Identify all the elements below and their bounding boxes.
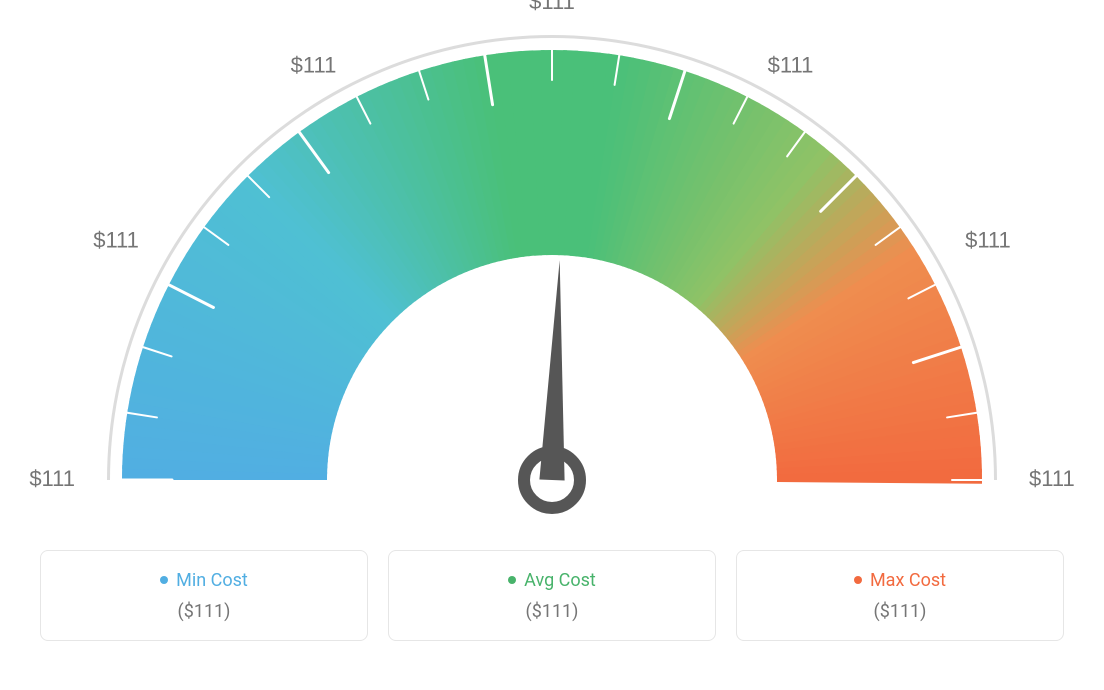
gauge-scale-label: $111 bbox=[1029, 466, 1075, 491]
legend-dot-icon bbox=[854, 576, 862, 584]
legend-value: ($111) bbox=[51, 601, 357, 622]
gauge-svg: $111 $111 $111 $111 $111 $111 $111 bbox=[0, 0, 1104, 530]
legend-title: Min Cost bbox=[160, 570, 248, 591]
legend-label: Avg Cost bbox=[524, 570, 596, 591]
legend-card: Avg Cost ($111) bbox=[388, 550, 716, 641]
gauge-scale-label: $111 bbox=[93, 227, 139, 252]
gauge-scale-label: $111 bbox=[529, 0, 575, 14]
legend-dot-icon bbox=[508, 576, 516, 584]
legend-row: Min Cost ($111) Avg Cost ($111) Max Cost ($11… bbox=[0, 550, 1104, 641]
gauge-scale-label: $111 bbox=[291, 53, 337, 78]
legend-card: Min Cost ($111) bbox=[40, 550, 368, 641]
gauge-scale-label: $111 bbox=[768, 53, 814, 78]
legend-card: Max Cost ($111) bbox=[736, 550, 1064, 641]
legend-title: Max Cost bbox=[854, 570, 946, 591]
legend-value: ($111) bbox=[399, 601, 705, 622]
cost-gauge: $111 $111 $111 $111 $111 $111 $111 bbox=[0, 0, 1104, 530]
legend-label: Min Cost bbox=[176, 570, 248, 591]
legend-title: Avg Cost bbox=[508, 570, 596, 591]
gauge-scale-label: $111 bbox=[29, 466, 75, 491]
legend-value: ($111) bbox=[747, 601, 1053, 622]
gauge-scale-label: $111 bbox=[965, 227, 1011, 252]
legend-dot-icon bbox=[160, 576, 168, 584]
legend-label: Max Cost bbox=[870, 570, 946, 591]
